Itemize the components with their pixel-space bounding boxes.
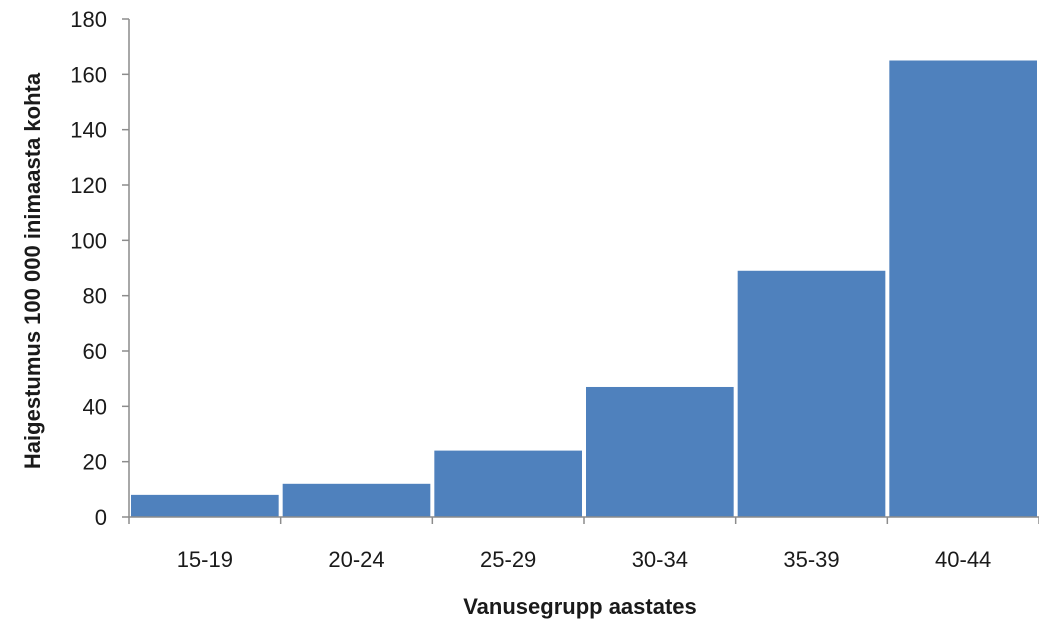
- x-tick-label: 20-24: [328, 547, 384, 572]
- y-tick-label: 120: [70, 173, 107, 198]
- x-axis-title: Vanusegrupp aastates: [463, 594, 697, 619]
- y-tick-label: 100: [70, 228, 107, 253]
- y-ticks-group: 0 20 40 60 80 100 120 140 160 180: [70, 7, 129, 530]
- y-tick-label: 80: [83, 284, 107, 309]
- y-tick-label: 60: [83, 339, 107, 364]
- bar-20-24: [282, 483, 431, 517]
- bar-35-39: [737, 270, 886, 517]
- bar-25-29: [434, 450, 582, 517]
- bar-15-19: [131, 494, 279, 517]
- y-tick-label: 40: [83, 394, 107, 419]
- x-tick-label: 35-39: [783, 547, 839, 572]
- x-tick-label: 40-44: [935, 547, 991, 572]
- x-tick-label: 30-34: [632, 547, 688, 572]
- y-tick-label: 160: [70, 62, 107, 87]
- x-tick-label: 15-19: [177, 547, 233, 572]
- bar-40-44: [889, 60, 1037, 517]
- x-tick-label: 25-29: [480, 547, 536, 572]
- x-ticks-group: 15-19 20-24 25-29 30-34 35-39 40-44: [128, 517, 1039, 572]
- bar-30-34: [586, 386, 734, 517]
- y-tick-label: 0: [95, 505, 107, 530]
- y-axis-title: Haigestumus 100 000 inimaasta kohta: [20, 72, 45, 469]
- bars-group: [131, 60, 1037, 517]
- y-tick-label: 140: [70, 118, 107, 143]
- y-tick-label: 20: [83, 450, 107, 475]
- y-tick-label: 180: [70, 7, 107, 32]
